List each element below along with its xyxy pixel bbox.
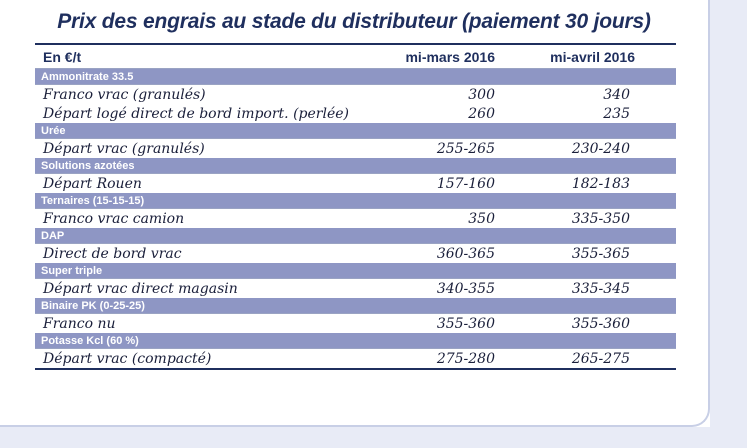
row-label: Départ vrac (granulés): [43, 140, 205, 157]
category-row: Ammonitrate 33.5: [35, 69, 676, 85]
category-row: Potasse Kcl (60 %): [35, 333, 676, 349]
row-april: 355-365: [571, 245, 630, 262]
row-march: 360-365: [436, 245, 495, 262]
table-row: Départ logé direct de bord import. (perl…: [35, 104, 676, 123]
row-april: 335-350: [571, 210, 630, 227]
table-row: Franco nu 355-360 355-360: [35, 314, 676, 333]
row-march: 157-160: [436, 175, 495, 192]
header-unit: En €/t: [43, 48, 82, 65]
row-march: 355-360: [436, 315, 495, 332]
table-row: Départ Rouen 157-160 182-183: [35, 174, 676, 193]
row-label: Direct de bord vrac: [43, 245, 182, 262]
row-april: 182-183: [571, 175, 630, 192]
side-panel: [710, 0, 747, 448]
row-april: 235: [603, 105, 630, 122]
row-march: 350: [468, 210, 495, 227]
row-march: 260: [468, 105, 495, 122]
price-table: En €/t mi-mars 2016 mi-avril 2016 Ammoni…: [35, 43, 676, 370]
row-april: 230-240: [571, 140, 630, 157]
row-march: 255-265: [436, 140, 495, 157]
row-april: 335-345: [571, 280, 630, 297]
category-row: DAP: [35, 228, 676, 244]
row-label: Franco nu: [43, 315, 116, 332]
category-row: Urée: [35, 123, 676, 139]
category-row: Super triple: [35, 263, 676, 279]
category-row: Ternaires (15-15-15): [35, 193, 676, 209]
table-row: Départ vrac (compacté) 275-280 265-275: [35, 349, 676, 370]
row-march: 275-280: [436, 350, 495, 367]
table-row: Direct de bord vrac 360-365 355-365: [35, 244, 676, 263]
row-label: Départ vrac (compacté): [43, 350, 212, 367]
row-label: Départ Rouen: [43, 175, 142, 192]
table-header: En €/t mi-mars 2016 mi-avril 2016: [35, 43, 676, 69]
row-label: Franco vrac (granulés): [43, 86, 206, 103]
table-title: Prix des engrais au stade du distributeu…: [57, 10, 651, 33]
table-row: Départ vrac direct magasin 340-355 335-3…: [35, 279, 676, 298]
row-march: 340-355: [436, 280, 495, 297]
row-label: Départ logé direct de bord import. (perl…: [43, 105, 349, 122]
row-label: Départ vrac direct magasin: [43, 280, 238, 297]
row-label: Franco vrac camion: [43, 210, 185, 227]
row-april: 265-275: [571, 350, 630, 367]
row-april: 355-360: [571, 315, 630, 332]
bottom-panel: [0, 427, 747, 448]
table-row: Départ vrac (granulés) 255-265 230-240: [35, 139, 676, 158]
row-april: 340: [603, 86, 630, 103]
document-panel: Prix des engrais au stade du distributeu…: [0, 0, 710, 427]
row-march: 300: [468, 86, 495, 103]
header-march: mi-mars 2016: [405, 48, 495, 65]
category-row: Solutions azotées: [35, 158, 676, 174]
category-row: Binaire PK (0-25-25): [35, 298, 676, 314]
table-row: Franco vrac (granulés) 300 340: [35, 85, 676, 104]
header-april: mi-avril 2016: [550, 48, 635, 65]
table-row: Franco vrac camion 350 335-350: [35, 209, 676, 228]
